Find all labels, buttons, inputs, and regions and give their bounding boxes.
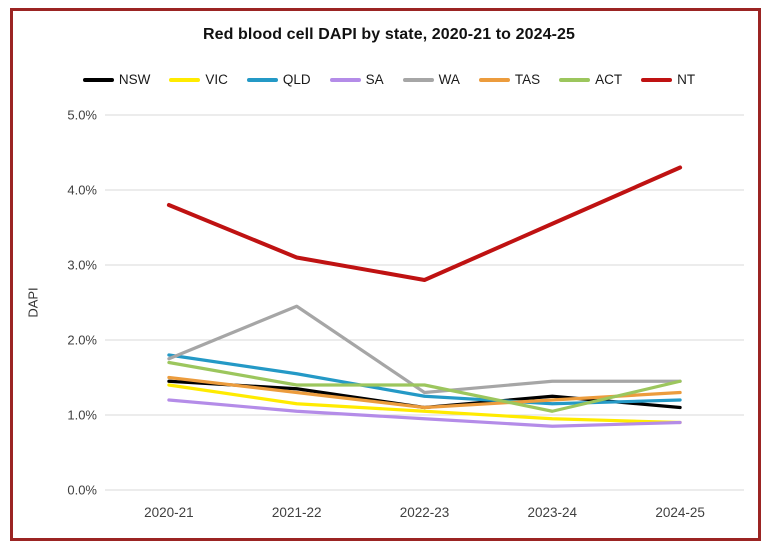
legend-line-swatch-icon <box>246 77 278 82</box>
legend-label: QLD <box>282 72 311 87</box>
legend-item-nt: NT <box>641 72 695 87</box>
legend-label: VIC <box>205 72 228 87</box>
series-line-act <box>167 360 682 413</box>
legend-line-swatch-icon <box>478 77 510 82</box>
y-tick-label: 3.0% <box>67 258 97 273</box>
chart-title: Red blood cell DAPI by state, 2020-21 to… <box>202 26 576 43</box>
legend-label: WA <box>438 72 460 87</box>
x-tick-label: 2023-24 <box>528 505 578 520</box>
x-tick-label: 2021-22 <box>272 505 322 520</box>
legend-label: ACT <box>595 72 623 87</box>
legend-item-wa: WA <box>402 72 460 87</box>
y-tick-label: 0.0% <box>67 483 97 498</box>
x-tick-label: 2022-23 <box>400 505 450 520</box>
legend-line-swatch-icon <box>641 77 673 82</box>
series-line-vic <box>167 383 682 425</box>
legend-item-vic: VIC <box>169 72 228 87</box>
legend-line-swatch-icon <box>82 77 114 82</box>
legend-label: TAS <box>514 72 541 87</box>
y-tick-label: 5.0% <box>67 108 97 123</box>
y-tick-label: 4.0% <box>67 183 97 198</box>
y-tick-label: 1.0% <box>67 408 97 423</box>
legend-label: NSW <box>118 72 151 87</box>
series-line-nt <box>166 165 683 282</box>
chart-legend: NSW VIC QLD SA WA TAS ACT NT <box>0 72 778 87</box>
legend-line-swatch-icon <box>329 77 361 82</box>
legend-item-sa: SA <box>329 72 384 87</box>
legend-label: SA <box>365 72 384 87</box>
legend-item-qld: QLD <box>246 72 311 87</box>
legend-line-swatch-icon <box>169 77 201 82</box>
series-line-wa <box>167 304 682 395</box>
x-tick-label: 2020-21 <box>144 505 194 520</box>
y-tick-label: 2.0% <box>67 333 97 348</box>
legend-line-swatch-icon <box>559 77 591 82</box>
legend-item-tas: TAS <box>478 72 541 87</box>
series-line-tas <box>167 375 682 410</box>
x-tick-label: 2024-25 <box>655 505 705 520</box>
y-axis-title: DAPI <box>25 287 41 318</box>
legend-item-act: ACT <box>559 72 622 87</box>
series-line-sa <box>167 398 682 428</box>
legend-item-nsw: NSW <box>82 72 151 87</box>
legend-line-swatch-icon <box>402 77 434 82</box>
legend-label: NT <box>677 72 696 87</box>
